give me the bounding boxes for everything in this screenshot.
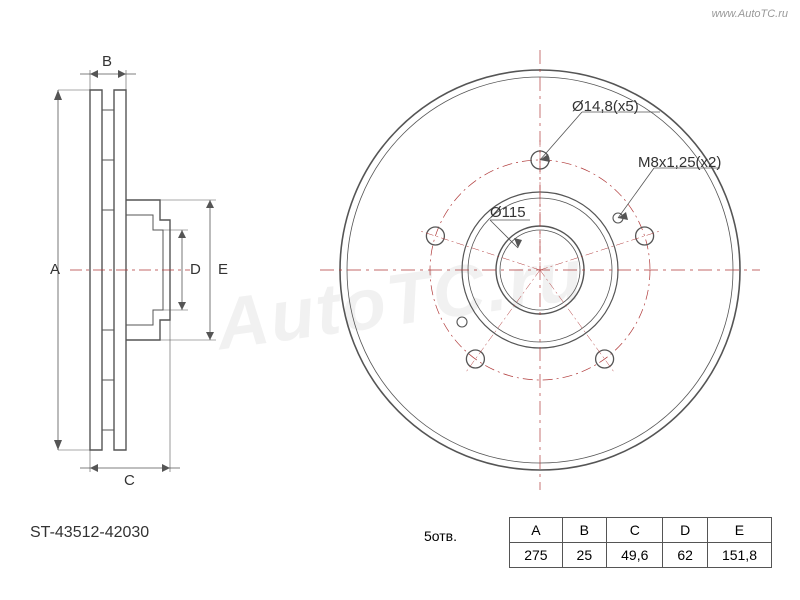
dim-b-label: B <box>102 53 112 70</box>
side-view: A B C D <box>50 53 228 489</box>
dim-c-label: C <box>124 472 135 489</box>
diagram-container: A B C D <box>20 20 780 580</box>
watermark-url: www.AutoTC.ru <box>712 8 788 20</box>
technical-drawing: A B C D <box>20 20 780 500</box>
callout-bore: Ø115 <box>490 204 526 221</box>
callout-service-hole: M8x1,25(x2) <box>638 154 721 171</box>
dim-e-label: E <box>218 261 228 278</box>
dim-d-label: D <box>190 261 201 278</box>
front-view <box>320 50 760 490</box>
callout-bolt-hole: Ø14,8(x5) <box>572 98 639 115</box>
dim-a-label: A <box>50 261 60 278</box>
